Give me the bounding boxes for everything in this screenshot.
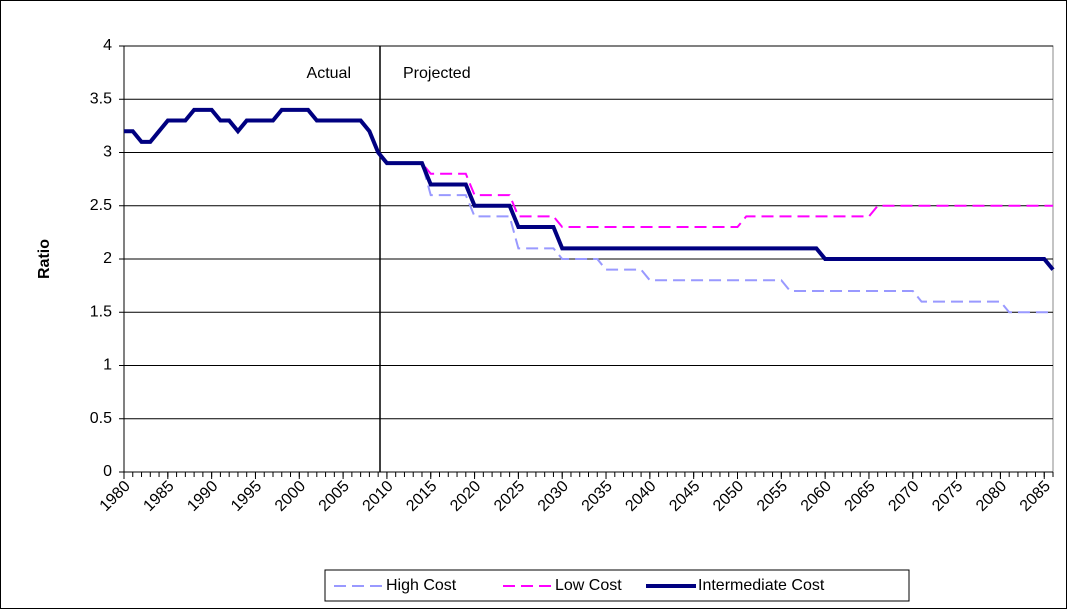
y-tick-label: 1 bbox=[103, 357, 112, 374]
y-tick-label: 3.5 bbox=[90, 90, 112, 107]
y-tick-label: 1.5 bbox=[90, 303, 112, 320]
y-tick-label: 4 bbox=[103, 37, 112, 54]
annotation: Projected bbox=[403, 65, 471, 82]
legend-items: High Cost Low Cost Intermediate Cost bbox=[334, 577, 825, 594]
lines bbox=[124, 107, 1055, 314]
y-tick-label: 2.5 bbox=[90, 197, 112, 214]
y-axis-label: Ratio bbox=[36, 239, 53, 279]
series-line bbox=[124, 107, 1055, 271]
legend bbox=[324, 569, 910, 602]
y-tick-label: 0 bbox=[103, 463, 112, 480]
series-line bbox=[377, 151, 1053, 229]
legend-label: Intermediate Cost bbox=[698, 577, 825, 594]
annotation: Actual bbox=[307, 65, 351, 82]
legend-label: High Cost bbox=[386, 577, 457, 594]
y-tick-label: 3 bbox=[103, 144, 112, 161]
y-tick-label: 0.5 bbox=[90, 410, 112, 427]
series-line bbox=[377, 151, 1053, 314]
y-tick-label: 2 bbox=[103, 250, 112, 267]
legend-label: Low Cost bbox=[555, 577, 622, 594]
